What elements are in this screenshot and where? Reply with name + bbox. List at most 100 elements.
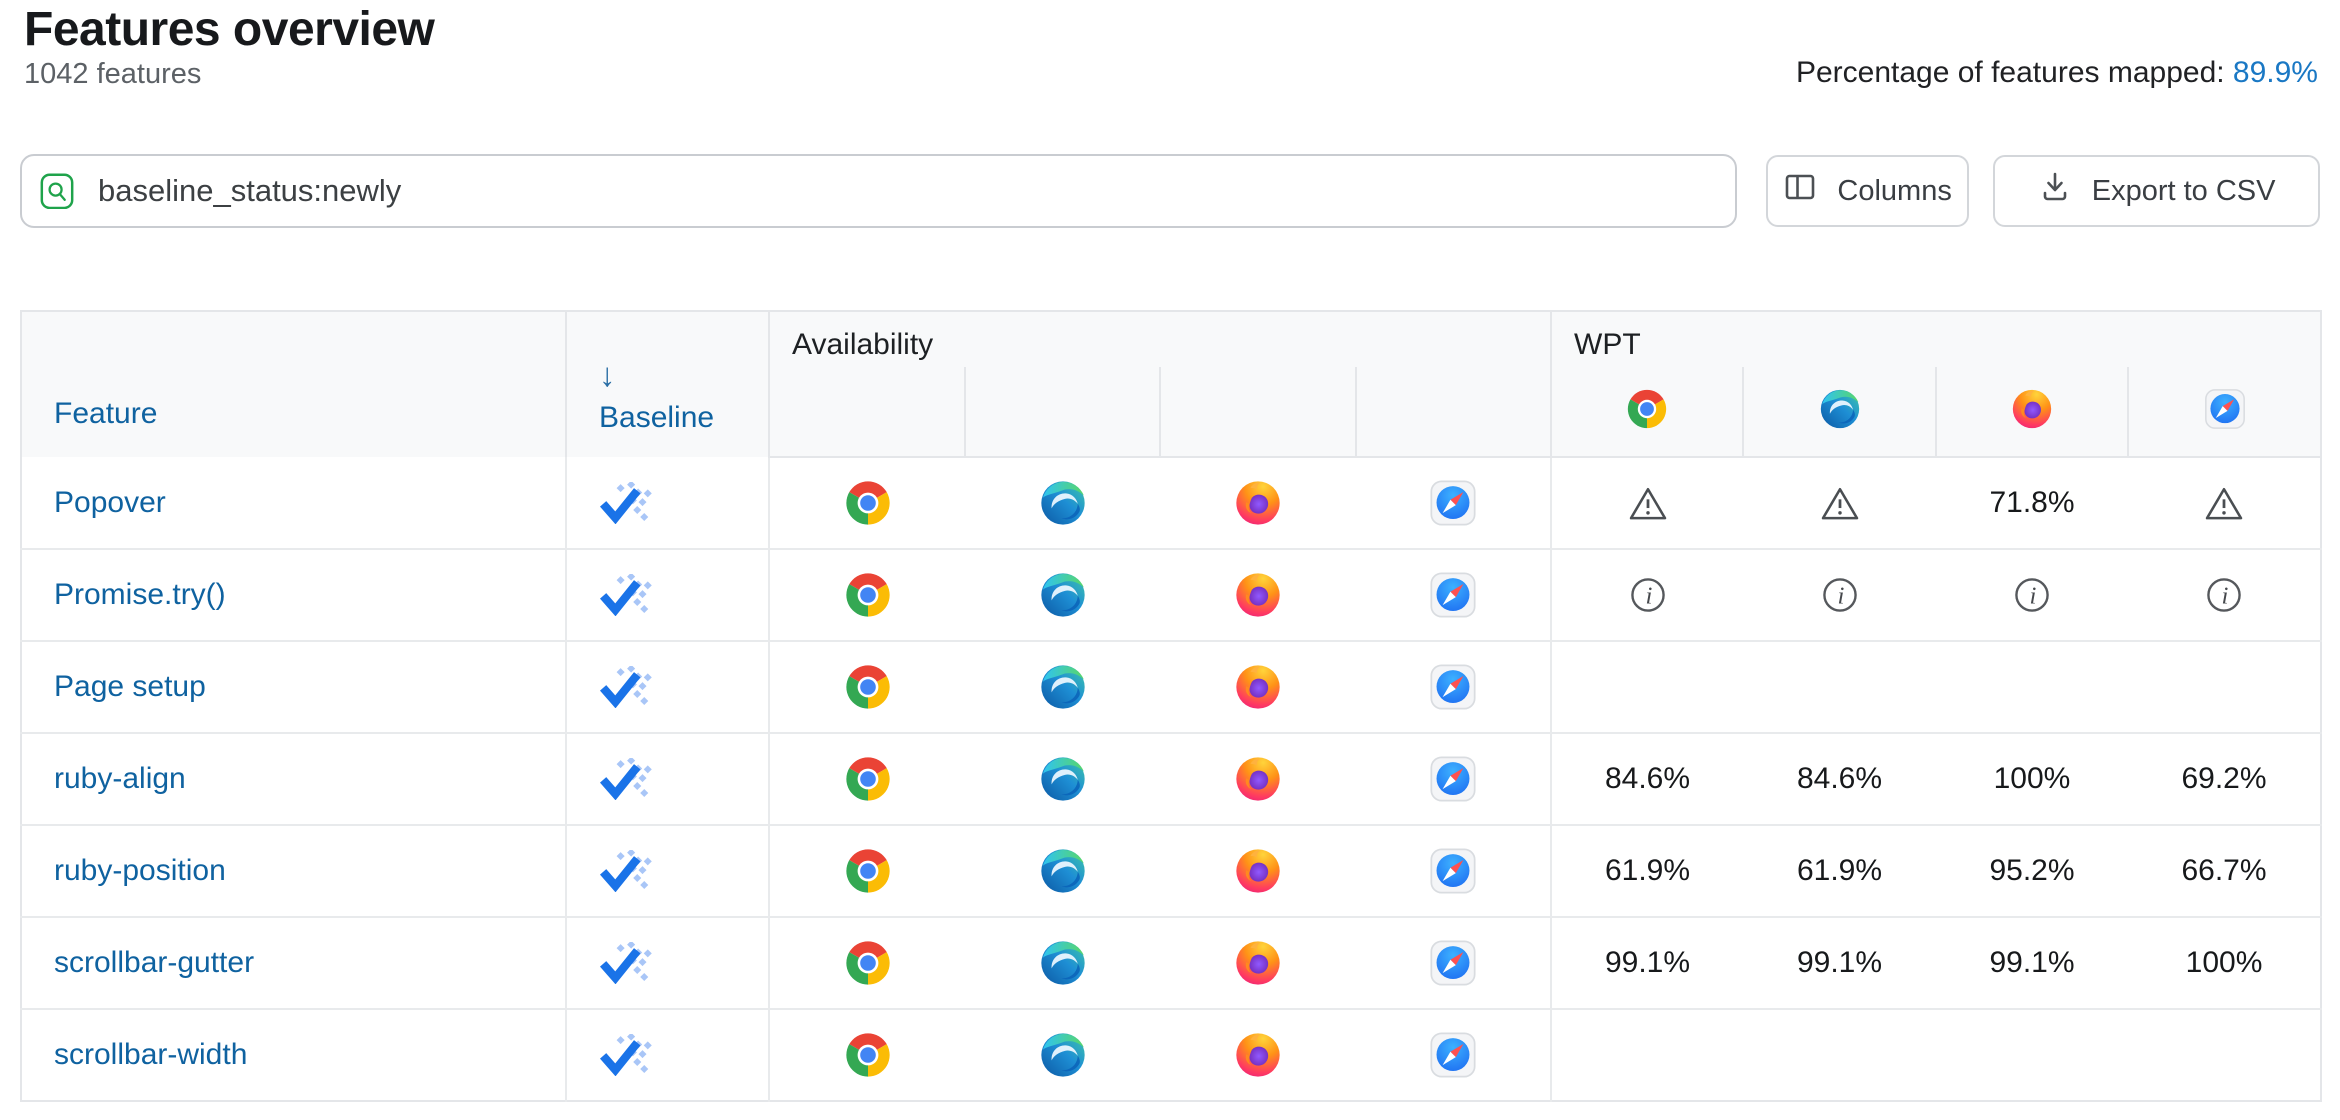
info-icon[interactable]: i [2010, 573, 2054, 617]
availability-subheader [1355, 367, 1552, 458]
feature-link[interactable]: Popover [54, 485, 166, 519]
export-csv-button[interactable]: Export to CSV [1993, 155, 2320, 227]
chrome-icon [842, 661, 894, 713]
availability-cell [965, 732, 1160, 825]
wpt-score-cell [1743, 640, 1936, 733]
wpt-score-cell [2128, 457, 2321, 549]
search-icon [40, 173, 74, 210]
chrome-icon [842, 753, 894, 805]
firefox-icon [2009, 389, 2055, 436]
mapped-label: Percentage of features mapped: [1795, 56, 2233, 89]
wpt-score-cell: 61.9% [1551, 824, 1743, 917]
baseline-column-header[interactable]: ↓ Baseline [566, 311, 770, 457]
chrome-icon [842, 569, 894, 621]
subheader-row [21, 367, 2322, 458]
mapped-value-link[interactable]: 89.9% [2232, 56, 2318, 89]
availability-cell [769, 732, 965, 825]
export-button-label: Export to CSV [2091, 174, 2276, 207]
baseline-newly-available-icon [597, 481, 653, 524]
feature-cell: Promise.try() [21, 548, 567, 641]
availability-cell [769, 457, 965, 549]
wpt-score-cell: 84.6% [1743, 732, 1936, 825]
availability-cell [769, 916, 965, 1009]
wpt-score-cell [1743, 457, 1936, 549]
feature-column-header[interactable]: Feature [21, 311, 567, 457]
firefox-icon [1232, 845, 1284, 897]
search-input[interactable] [96, 172, 1640, 210]
baseline-status-cell [566, 732, 770, 825]
availability-subheader [964, 367, 1160, 458]
availability-cell [1356, 457, 1552, 549]
info-icon[interactable]: i [1818, 573, 1862, 617]
baseline-newly-available-icon [597, 666, 653, 708]
search-box[interactable] [20, 154, 1737, 228]
baseline-newly-available-icon [597, 758, 653, 800]
firefox-icon [1232, 661, 1284, 713]
wpt-score-cell: 95.2% [1936, 824, 2128, 917]
baseline-newly-available-icon [597, 850, 653, 892]
baseline-status-cell [566, 1008, 770, 1101]
baseline-status-cell [566, 640, 770, 733]
safari-icon [1427, 569, 1479, 621]
availability-cell [1160, 1008, 1356, 1101]
edge-icon [1037, 937, 1089, 989]
chrome-icon [1624, 389, 1670, 436]
firefox-icon [1232, 753, 1284, 805]
feature-link[interactable]: ruby-align [54, 762, 186, 795]
warning-icon[interactable] [1626, 481, 1670, 525]
availability-group-header: Availability [769, 311, 1551, 367]
safari-icon [1427, 661, 1479, 713]
wpt-score-cell: i [1551, 548, 1743, 641]
availability-subheader [769, 367, 965, 458]
wpt-group-header: WPT [1549, 311, 2322, 367]
page-header: Features overview 1042 features Percenta… [0, 0, 2340, 310]
info-icon[interactable]: i [2202, 573, 2246, 617]
table-body: Popover [21, 457, 2322, 1101]
availability-cell [1356, 548, 1552, 641]
chrome-icon [842, 1029, 894, 1081]
warning-icon[interactable] [1818, 481, 1862, 525]
svg-text:i: i [1837, 582, 1844, 609]
wpt-score-cell: 71.8% [1989, 486, 2075, 519]
feature-link[interactable]: scrollbar-width [54, 1038, 248, 1071]
edge-icon [1817, 389, 1863, 436]
svg-text:i: i [2029, 582, 2036, 609]
feature-link[interactable]: ruby-position [54, 854, 226, 887]
table-row: Popover [21, 457, 2321, 549]
availability-cell [965, 457, 1160, 549]
table-row: ruby-position [21, 824, 2322, 917]
availability-cell [1356, 824, 1552, 917]
safari-icon [2202, 389, 2248, 436]
availability-cell [769, 640, 965, 733]
wpt-score-cell: i [2128, 548, 2322, 641]
feature-link[interactable]: Page setup [54, 670, 206, 703]
wpt-score-cell [1743, 1008, 1936, 1101]
availability-cell [1160, 732, 1356, 825]
wpt-score-cell: 100% [1936, 732, 2128, 825]
baseline-newly-available-icon [597, 942, 653, 984]
feature-link[interactable]: scrollbar-gutter [54, 946, 255, 979]
availability-cell [965, 916, 1160, 1009]
availability-cell [965, 640, 1160, 733]
svg-text:i: i [2221, 582, 2228, 609]
availability-cell [1160, 640, 1356, 733]
firefox-icon [1232, 477, 1284, 529]
columns-button[interactable]: Columns [1766, 155, 1970, 227]
feature-cell: scrollbar-gutter [21, 916, 567, 1009]
baseline-status-cell [566, 548, 770, 641]
table-row: scrollbar-gutter [21, 916, 2322, 1009]
wpt-score-cell [1936, 1008, 2128, 1101]
wpt-score-cell: 99.1% [1551, 916, 1743, 1009]
feature-link[interactable]: Promise.try() [54, 578, 226, 611]
availability-subheader [1159, 367, 1356, 458]
wpt-safari-header [2126, 367, 2322, 458]
wpt-score-cell [2128, 1008, 2322, 1101]
info-icon[interactable]: i [1626, 573, 1670, 617]
baseline-status-cell [566, 824, 770, 917]
wpt-score-cell: 69.2% [2128, 732, 2322, 825]
baseline-newly-available-icon [597, 1034, 653, 1076]
page-title: Features overview [24, 3, 435, 56]
warning-icon[interactable] [2202, 481, 2246, 525]
wpt-score-cell: i [1936, 548, 2128, 641]
columns-button-label: Columns [1837, 174, 1952, 207]
